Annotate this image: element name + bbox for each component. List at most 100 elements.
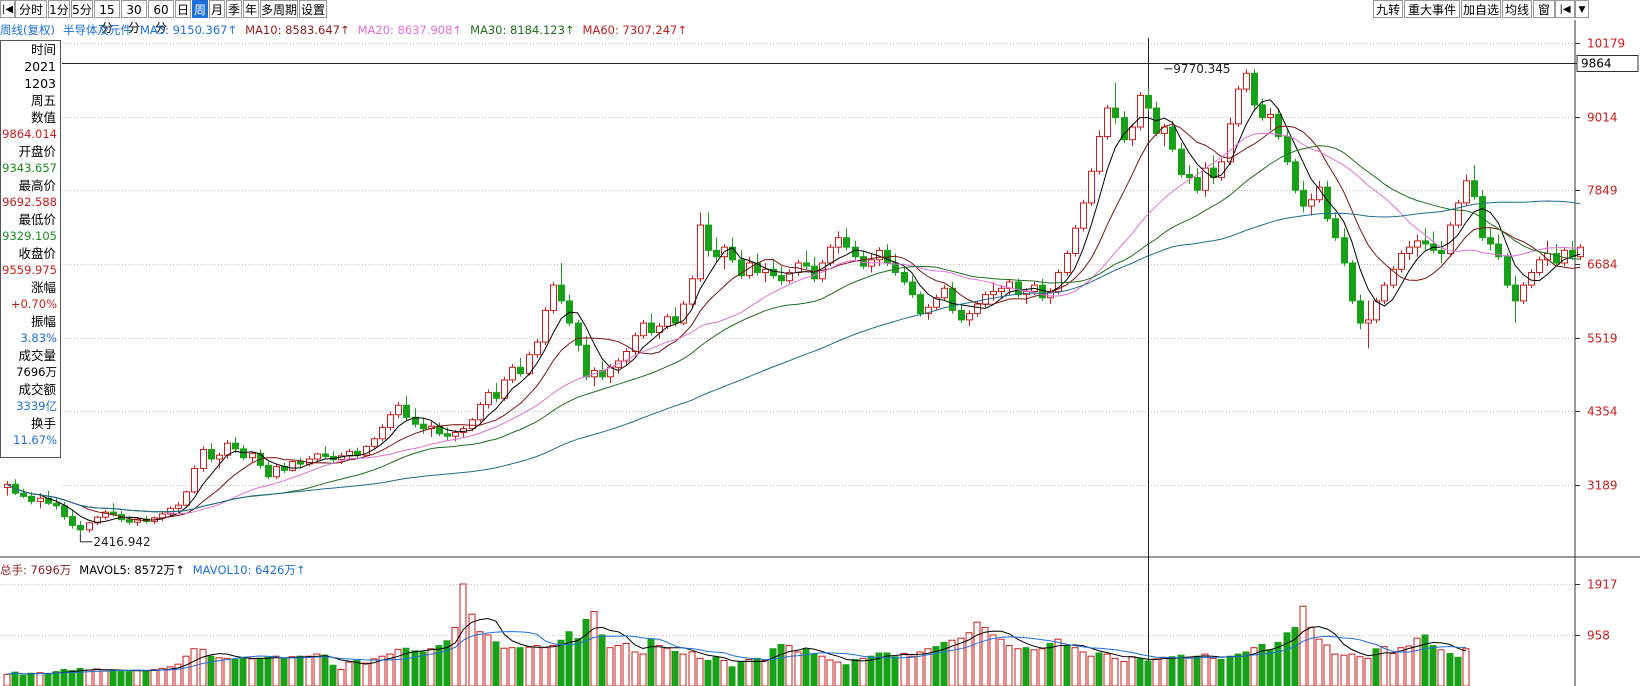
candle-body (860, 256, 867, 267)
info-value: 9343.657 (2, 161, 57, 175)
volume-bar (859, 657, 867, 686)
volume-bar (427, 648, 435, 686)
volume-bar (362, 662, 370, 686)
tool-button-2[interactable]: 加自选 (1461, 0, 1501, 18)
candle-body (1495, 243, 1502, 258)
candle-body (1259, 104, 1266, 119)
info-label: 最高价 (18, 178, 56, 193)
volume-bar (353, 659, 361, 686)
volume-bar (948, 639, 956, 686)
volume-bar (818, 655, 826, 686)
volume-bar (777, 643, 785, 686)
volume-bar (916, 651, 924, 686)
candle-body (1536, 259, 1543, 273)
volume-bar (810, 653, 818, 686)
candle-body (1275, 113, 1282, 138)
info-label: 换手 (30, 416, 56, 431)
period-button-5[interactable]: 60分 (148, 0, 174, 35)
period-button-1[interactable]: 1分 (48, 0, 70, 18)
candle-body (1406, 246, 1413, 255)
candle-body (53, 502, 60, 507)
candle-body (1145, 94, 1152, 109)
dropdown-arrow-icon[interactable]: ▼ (1575, 0, 1589, 18)
chart-name: 周线(复权) (0, 23, 55, 37)
period-button-7[interactable]: 周 (192, 0, 208, 18)
back-to-end-icon[interactable]: |◀ (1555, 0, 1575, 18)
volume-bar (1258, 643, 1266, 686)
candle-body (909, 281, 916, 296)
candle-body (1381, 284, 1388, 302)
volume-bar (516, 647, 524, 686)
volume-bar (313, 653, 321, 686)
volume-bar (908, 655, 916, 686)
volume-bar (1242, 651, 1250, 686)
candle-body (403, 404, 410, 418)
tool-button-4[interactable]: 窗 (1533, 0, 1555, 18)
candle-body (363, 445, 370, 456)
candle-body (216, 454, 223, 460)
sector-name: 半导体及元件 (62, 23, 132, 37)
volume-bar (1144, 660, 1152, 686)
price-tick-label: 6684 (1587, 258, 1618, 272)
volume-bar (1046, 642, 1054, 686)
period-button-10[interactable]: 年 (243, 0, 259, 18)
volume-bar (1152, 658, 1160, 686)
candle-body (1349, 262, 1356, 302)
candle-body (1504, 256, 1511, 286)
candle-body (183, 491, 190, 506)
volume-bar (215, 657, 223, 686)
tool-button-1[interactable]: 重大事件 (1404, 0, 1460, 18)
volume-bar (1234, 653, 1242, 686)
candle-body (289, 461, 296, 471)
volume-bar (679, 653, 687, 686)
candle-body (1039, 284, 1046, 299)
volume-bar (932, 646, 940, 686)
candle-body (1300, 189, 1307, 207)
volume-bar (1315, 638, 1323, 686)
tool-button-0[interactable]: 九转 (1373, 0, 1403, 18)
ma5-label: MA5: 9150.367↑ (139, 23, 238, 37)
tool-button-3[interactable]: 均线 (1502, 0, 1532, 18)
candle-body (175, 504, 182, 509)
info-label: 收盘价 (18, 246, 56, 261)
volume-bar (288, 656, 296, 686)
prev-icon[interactable]: |◀ (0, 0, 15, 18)
volume-bar (1201, 653, 1209, 686)
period-button-9[interactable]: 季 (226, 0, 242, 18)
low-annotation: 2416.942 (93, 535, 150, 549)
info-label: 开盘价 (18, 144, 56, 159)
high-annotation: 9770.345 (1173, 62, 1230, 76)
volume-bar (1389, 653, 1397, 686)
info-value: 9692.588 (2, 195, 57, 209)
candle-body (126, 519, 133, 523)
period-button-8[interactable]: 月 (209, 0, 225, 18)
volume-bar (1274, 641, 1282, 686)
volume-bar (182, 655, 190, 686)
candle-body (1414, 240, 1421, 248)
mavol10-label: MAVOL10: 6426万↑ (192, 563, 306, 577)
period-button-4[interactable]: 30分 (121, 0, 147, 35)
period-button-2[interactable]: 5分 (71, 0, 93, 18)
candle-body (1471, 180, 1478, 198)
volume-bar (207, 655, 215, 686)
volume-bar (508, 647, 516, 686)
volume-bar (1323, 644, 1331, 686)
candle-body (770, 268, 777, 277)
period-button-0[interactable]: 分时 (15, 0, 47, 18)
period-button-6[interactable]: 日 (175, 0, 191, 18)
candle-body (729, 246, 736, 261)
candle-body (623, 351, 630, 362)
info-label: 振幅 (30, 314, 56, 329)
candle-body (517, 366, 524, 375)
volume-bar (158, 667, 166, 686)
candle-body (1251, 72, 1258, 106)
period-button-12[interactable]: 设置 (299, 0, 327, 18)
candle-body (1487, 237, 1494, 245)
candle-body (917, 294, 924, 315)
candle-body (420, 423, 427, 430)
period-button-11[interactable]: 多周期 (260, 0, 298, 18)
candle-body (656, 325, 663, 334)
volume-bar (337, 669, 345, 686)
period-button-3[interactable]: 15分 (94, 0, 120, 35)
